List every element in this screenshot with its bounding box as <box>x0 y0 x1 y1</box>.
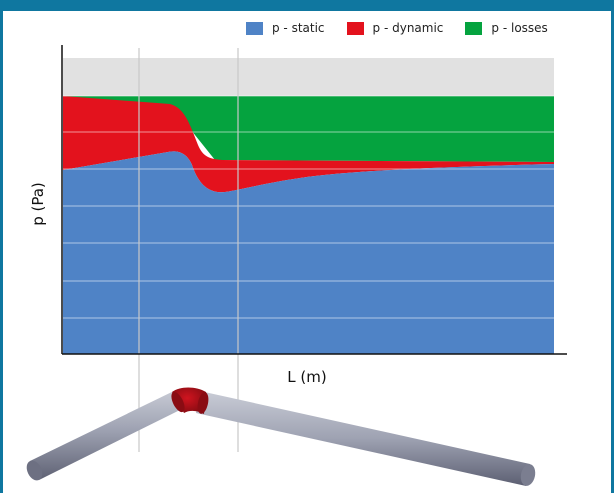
pipe-right-end-cap <box>520 464 536 486</box>
losses-band <box>63 96 554 162</box>
legend: p - static p - dynamic p - losses <box>246 21 570 35</box>
left-border <box>0 0 3 493</box>
legend-label-static: p - static <box>272 21 325 35</box>
pipe-left-end-cap <box>26 460 43 481</box>
pipe-right-segment <box>196 391 530 486</box>
legend-item-dynamic: p - dynamic <box>346 21 444 35</box>
grid-lines <box>63 95 554 319</box>
pipe-illustration <box>26 387 536 486</box>
legend-swatch-dynamic <box>346 21 364 35</box>
pipe-elbow-joint-right <box>197 392 209 414</box>
legend-label-dynamic: p - dynamic <box>372 21 444 35</box>
x-axis-label: L (m) <box>287 368 326 386</box>
legend-label-losses: p - losses <box>491 21 548 35</box>
static-area <box>63 151 554 354</box>
legend-item-losses: p - losses <box>465 21 548 35</box>
top-bar <box>0 0 614 11</box>
y-axis-label: p (Pa) <box>29 182 47 226</box>
headroom-band <box>63 58 554 96</box>
pipe-elbow-joint-left <box>171 391 185 413</box>
legend-swatch-losses <box>465 21 483 35</box>
legend-swatch-static <box>246 21 263 35</box>
right-border <box>611 0 614 493</box>
pipe-elbow <box>172 387 206 414</box>
dynamic-band <box>63 96 554 193</box>
legend-item-static: p - static <box>246 21 325 35</box>
pipe-left-segment <box>30 389 186 480</box>
